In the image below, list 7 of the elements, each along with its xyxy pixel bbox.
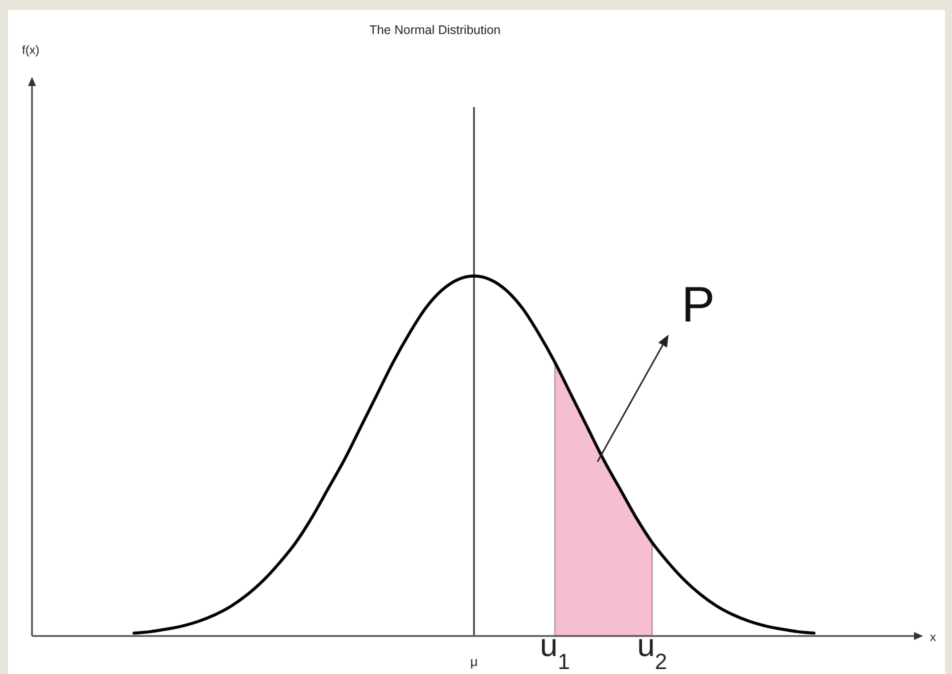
chart-title: The Normal Distribution xyxy=(369,23,501,37)
x-tick-label: μ xyxy=(470,654,478,669)
text: x xyxy=(930,630,936,644)
x-tick-label: u$_{2}$ xyxy=(637,627,668,674)
text: P xyxy=(682,276,715,333)
x-tick-label: u$_{1}$ xyxy=(540,627,570,674)
text: f(x) xyxy=(22,43,40,57)
